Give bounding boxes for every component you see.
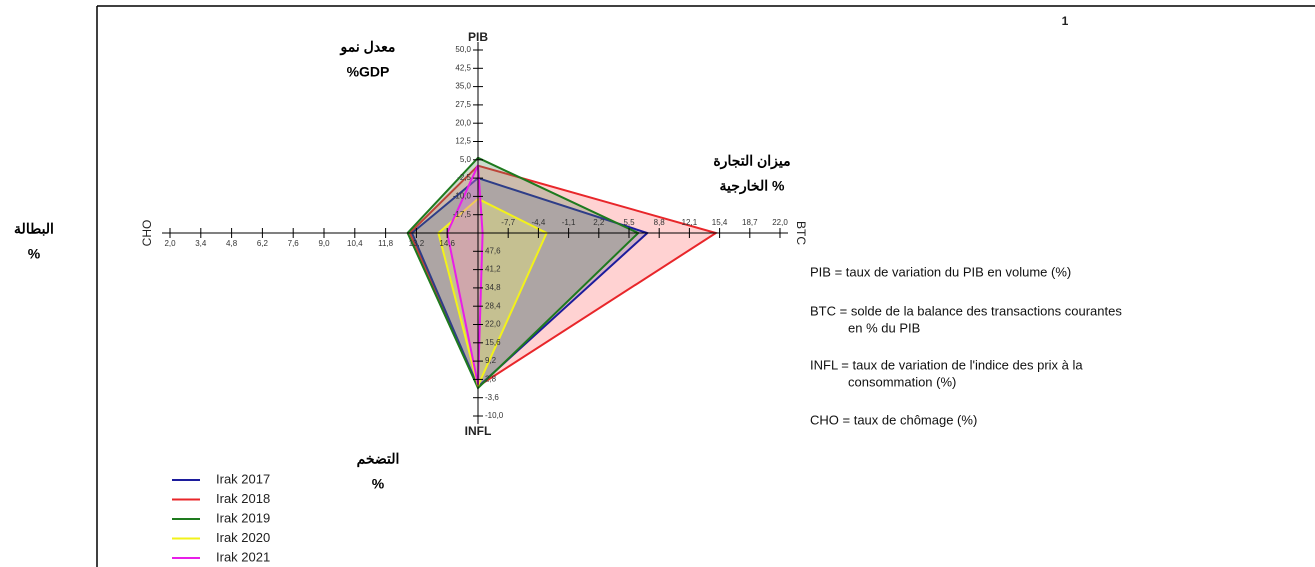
tick-label: 50,0 <box>455 45 471 54</box>
legend-label: Irak 2018 <box>216 491 270 506</box>
tick-label: 15,4 <box>712 218 728 227</box>
tick-label: -17,5 <box>453 210 472 219</box>
tick-label: 22,0 <box>485 320 501 329</box>
definition: INFL = taux de variation de l'indice des… <box>810 357 1083 372</box>
tick-label: -4,4 <box>532 218 546 227</box>
axis-name: BTC <box>794 221 808 245</box>
definition: en % du PIB <box>848 320 920 335</box>
tick-label: 42,5 <box>455 63 471 72</box>
tick-label: 2,8 <box>485 375 497 384</box>
tick-label: 18,7 <box>742 218 758 227</box>
tick-label: 13,2 <box>409 239 425 248</box>
tick-label: 2,0 <box>164 239 176 248</box>
axis-name: PIB <box>468 30 488 44</box>
axis-name: INFL <box>465 424 492 438</box>
tick-label: 3,4 <box>195 239 207 248</box>
definition: CHO = taux de chômage (%) <box>810 412 977 427</box>
axis-description: %GDP <box>347 64 390 80</box>
tick-label: 15,6 <box>485 338 501 347</box>
tick-label: -7,7 <box>501 218 515 227</box>
legend-label: Irak 2020 <box>216 530 270 545</box>
tick-label: -10,0 <box>453 192 472 201</box>
definition: BTC = solde de la balance des transactio… <box>810 303 1122 318</box>
tick-label: -10,0 <box>485 411 504 420</box>
tick-label: -3,6 <box>485 393 499 402</box>
definition: PIB = taux de variation du PIB en volume… <box>810 264 1071 279</box>
tick-label: 47,6 <box>485 246 501 255</box>
tick-label: 28,4 <box>485 301 501 310</box>
tick-label: -1,1 <box>562 218 576 227</box>
tick-label: 5,5 <box>623 218 635 227</box>
tick-label: 2,2 <box>593 218 605 227</box>
legend-label: Irak 2019 <box>216 510 270 525</box>
tick-label: 7,6 <box>288 239 300 248</box>
tick-label: 14,6 <box>439 239 455 248</box>
axis-description: البطالة <box>14 221 54 237</box>
tick-label: 35,0 <box>455 82 471 91</box>
axis-description: التضخم <box>357 451 400 468</box>
tick-label: 27,5 <box>455 100 471 109</box>
tick-label: 5,0 <box>460 155 472 164</box>
definition: consommation (%) <box>848 374 956 389</box>
tick-label: 11,8 <box>378 239 394 248</box>
legend-label: Irak 2017 <box>216 471 270 486</box>
tick-label: 22,0 <box>772 218 788 227</box>
legend-label: Irak 2021 <box>216 549 270 564</box>
tick-label: 34,8 <box>485 283 501 292</box>
axis-description: % <box>28 246 41 262</box>
axis-description: معدل نمو <box>340 39 396 56</box>
tick-label: 10,4 <box>347 239 363 248</box>
tick-label: 12,1 <box>682 218 698 227</box>
axis-name: CHO <box>140 220 154 247</box>
tick-label: 9,2 <box>485 356 497 365</box>
tick-label: 6,2 <box>257 239 269 248</box>
tick-label: 9,0 <box>318 239 330 248</box>
tick-label: 12,5 <box>455 137 471 146</box>
tick-label: 8,8 <box>654 218 666 227</box>
page-number: 1 <box>1062 14 1069 28</box>
tick-label: -2,5 <box>457 173 471 182</box>
tick-label: 41,2 <box>485 265 501 274</box>
axis-description: الخارجية % <box>720 178 785 195</box>
tick-label: 4,8 <box>226 239 238 248</box>
tick-label: 20,0 <box>455 118 471 127</box>
axis-description: % <box>372 476 385 492</box>
axis-description: ميزان التجارة <box>713 153 790 170</box>
